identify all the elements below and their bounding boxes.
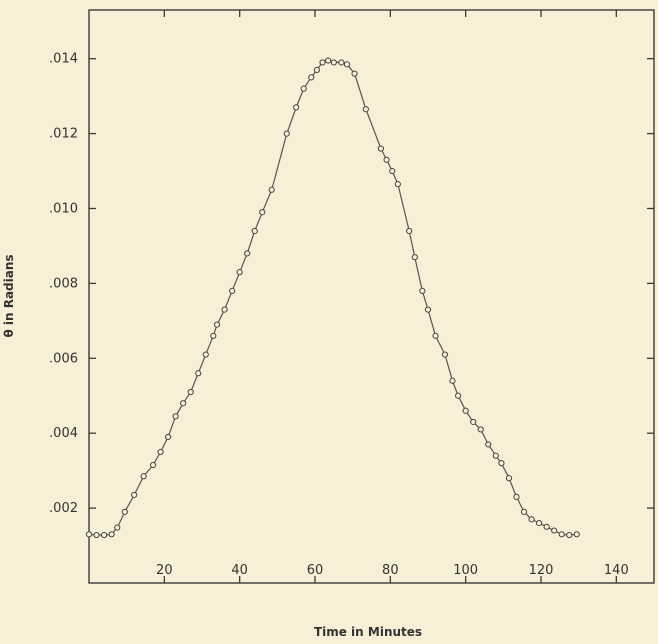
data-point — [543, 523, 550, 530]
data-point — [573, 531, 580, 538]
data-point — [229, 287, 236, 294]
data-point — [283, 130, 290, 137]
data-point — [485, 441, 492, 448]
data-point — [505, 475, 513, 482]
x-axis-title: Time in Minutes — [314, 625, 422, 639]
y-tick-label: .014 — [49, 52, 78, 67]
data-point — [157, 448, 164, 456]
data-point — [432, 332, 439, 339]
data-point — [362, 106, 369, 113]
data-point — [477, 426, 484, 433]
x-tick-label: 80 — [382, 563, 399, 578]
data-point — [462, 407, 469, 414]
data-point — [411, 254, 418, 261]
data-point — [187, 388, 194, 396]
data-point — [108, 531, 115, 538]
data-point — [313, 66, 320, 74]
data-point — [520, 508, 528, 515]
data-point — [308, 74, 315, 81]
data-point — [85, 531, 93, 538]
data-point — [93, 531, 100, 539]
data-point — [319, 59, 326, 66]
data-point — [406, 227, 413, 235]
data-point — [492, 452, 499, 459]
data-point — [343, 61, 351, 68]
data-point — [121, 508, 128, 515]
x-tick-label: 100 — [453, 563, 478, 578]
x-tick-label: 40 — [231, 563, 248, 578]
data-point — [551, 527, 558, 534]
data-point — [221, 306, 228, 313]
y-tick-label: .004 — [49, 426, 78, 441]
data-point — [419, 287, 426, 294]
x-tick-label: 20 — [156, 563, 173, 578]
data-point — [172, 413, 179, 420]
y-axis-title: θ in Radians — [2, 254, 16, 337]
data-point — [455, 392, 462, 399]
data-point — [300, 85, 307, 92]
data-point — [210, 332, 217, 339]
plot-frame — [88, 9, 655, 584]
x-tick-label: 140 — [604, 563, 629, 578]
data-point — [180, 400, 187, 407]
y-tick-label: .006 — [49, 351, 78, 366]
data-point — [114, 524, 121, 531]
y-tick-label: .002 — [49, 501, 78, 516]
data-point — [251, 227, 258, 235]
y-tick-label: .012 — [49, 127, 78, 142]
data-point — [558, 531, 565, 538]
data-point — [389, 167, 396, 175]
x-tick-label: 60 — [307, 563, 324, 578]
data-point — [338, 59, 345, 66]
data-point — [470, 418, 477, 426]
data-point — [441, 351, 449, 358]
data-point — [131, 491, 138, 499]
data-point — [498, 460, 505, 467]
data-point — [330, 59, 337, 66]
data-point — [449, 377, 456, 384]
data-point — [325, 57, 332, 64]
data-point — [528, 516, 535, 523]
x-tick-label: 120 — [529, 563, 554, 578]
data-point — [213, 321, 221, 328]
data-point — [424, 306, 432, 313]
y-tick-label: .010 — [49, 201, 78, 216]
data-point — [244, 250, 251, 257]
data-points — [85, 57, 580, 539]
y-tick-label: .008 — [49, 276, 78, 291]
data-point — [202, 351, 209, 358]
data-point — [100, 531, 108, 539]
x-axis: 20 40 60 80 100 120 140 — [156, 10, 629, 583]
data-point — [566, 531, 573, 539]
data-point — [236, 269, 243, 276]
data-point — [268, 186, 275, 193]
data-point — [149, 461, 157, 469]
y-axis: .002 .004 .006 .008 .010 .012 .014 — [49, 52, 654, 516]
data-point — [377, 145, 385, 152]
data-point — [140, 473, 147, 480]
data-point — [383, 156, 390, 163]
data-point — [293, 104, 300, 111]
data-point — [195, 370, 202, 377]
data-point — [259, 209, 266, 216]
data-point — [536, 519, 543, 527]
data-point — [513, 493, 520, 500]
data-point — [351, 70, 358, 77]
data-point — [394, 181, 401, 188]
data-point — [165, 433, 172, 441]
